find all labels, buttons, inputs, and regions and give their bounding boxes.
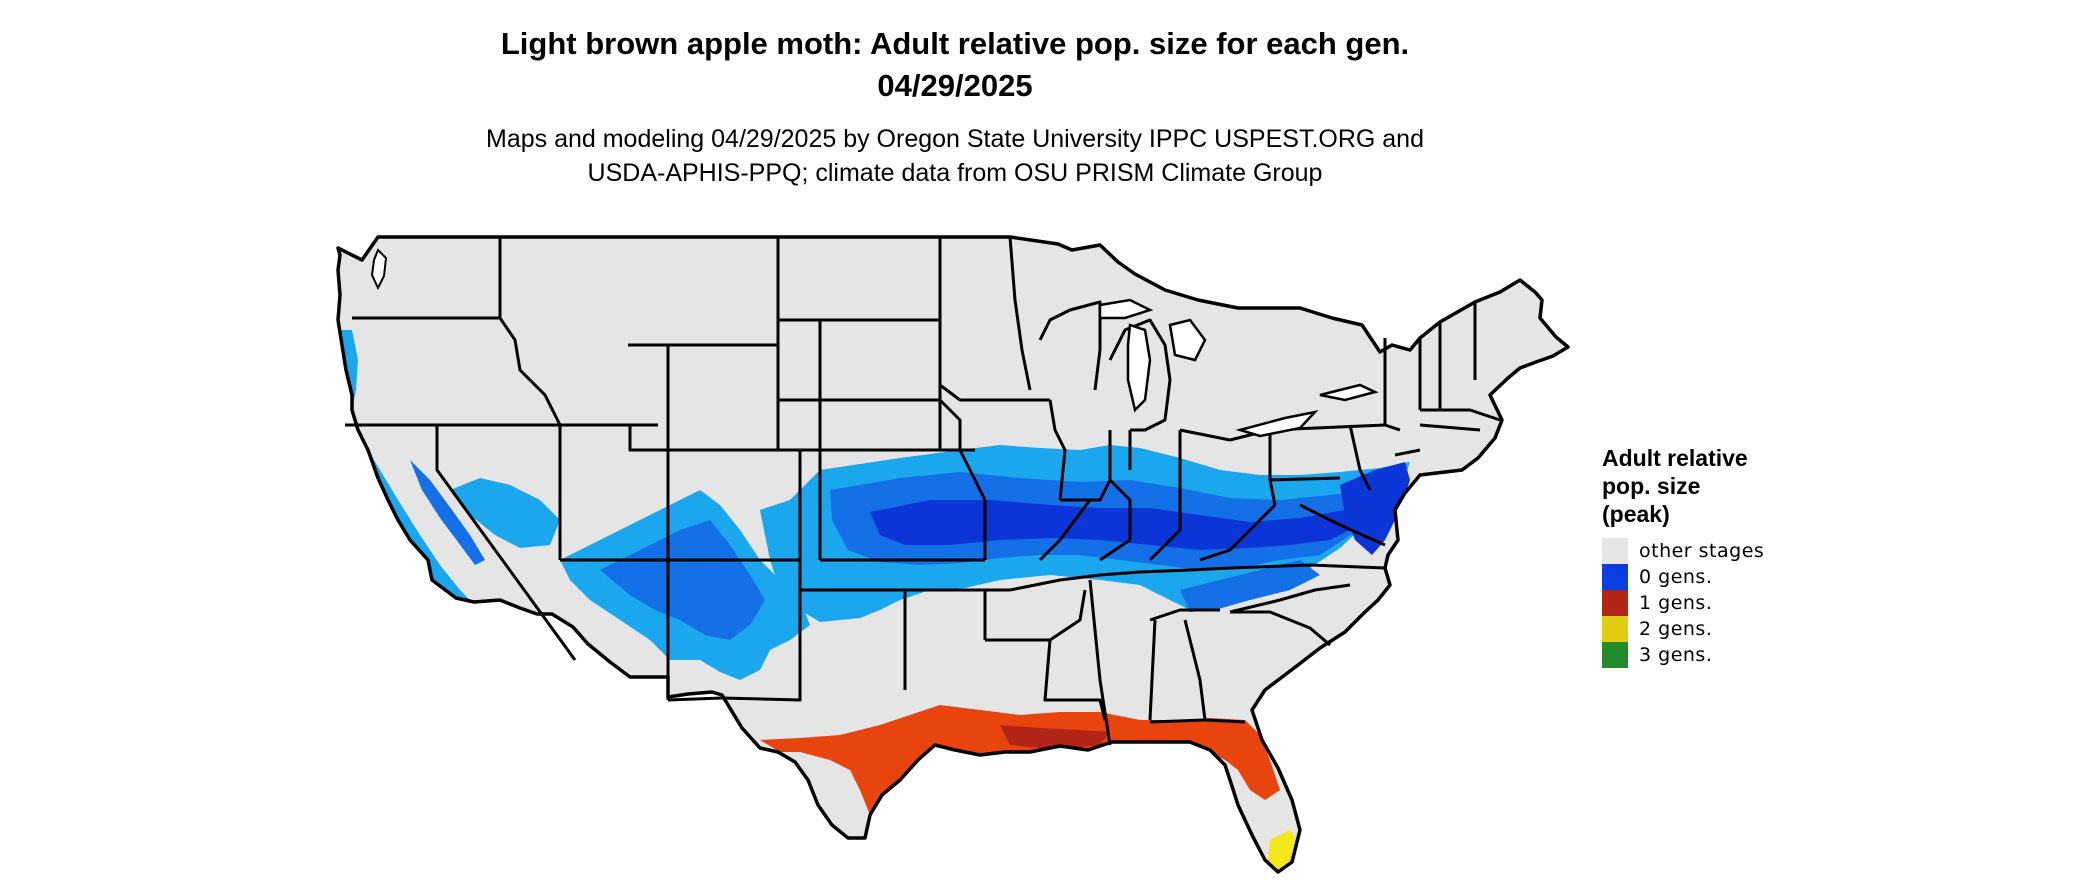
map-title: Light brown apple moth: Adult relative p… <box>500 26 1410 61</box>
legend-label: 2 gens. <box>1639 618 1713 640</box>
zone-blue-great-basin <box>450 478 560 548</box>
us-outline <box>336 235 1570 874</box>
zone-red-dark-gulf <box>1000 725 1110 748</box>
legend-title: Adult relative pop. size (peak) <box>1602 444 1902 528</box>
legend-swatch <box>1602 564 1628 590</box>
zone-blue-mid-southwest <box>600 520 765 640</box>
great-lakes <box>1098 298 1379 438</box>
puget-sound <box>370 248 388 291</box>
legend-item-other-stages: other stages <box>1602 538 1902 564</box>
map-credits-line-1: Maps and modeling 04/29/2025 by Oregon S… <box>486 125 1424 153</box>
zone-blue-appalachia <box>1180 560 1320 612</box>
legend-title-line: pop. size <box>1602 473 1701 499</box>
legend-swatch <box>1602 616 1628 642</box>
legend-label: 0 gens. <box>1639 566 1713 588</box>
legend-item-2-gens: 2 gens. <box>1602 616 1902 642</box>
legend-item-3-gens: 3 gens. <box>1602 642 1902 668</box>
zone-blue-dark-central <box>870 500 1375 550</box>
legend-swatch <box>1602 590 1628 616</box>
map-legend: Adult relative pop. size (peak) other st… <box>1602 444 1902 668</box>
legend-title-line: (peak) <box>1602 501 1670 527</box>
legend-swatch <box>1602 538 1628 564</box>
legend-swatch <box>1602 642 1628 668</box>
state-borders <box>345 236 1501 746</box>
zone-blue-sierra <box>410 460 485 565</box>
map-date: 04/29/2025 <box>877 68 1033 103</box>
legend-item-0-gens: 0 gens. <box>1602 564 1902 590</box>
legend-label: other stages <box>1639 540 1765 562</box>
legend-label: 1 gens. <box>1639 592 1713 614</box>
legend-label: 3 gens. <box>1639 644 1713 666</box>
legend-title-line: Adult relative <box>1602 445 1748 471</box>
legend-items: other stages 0 gens. 1 gens. 2 gens. 3 g… <box>1602 538 1902 668</box>
map-credits-line-2: USDA-APHIS-PPQ; climate data from OSU PR… <box>587 159 1323 187</box>
legend-item-1-gens: 1 gens. <box>1602 590 1902 616</box>
